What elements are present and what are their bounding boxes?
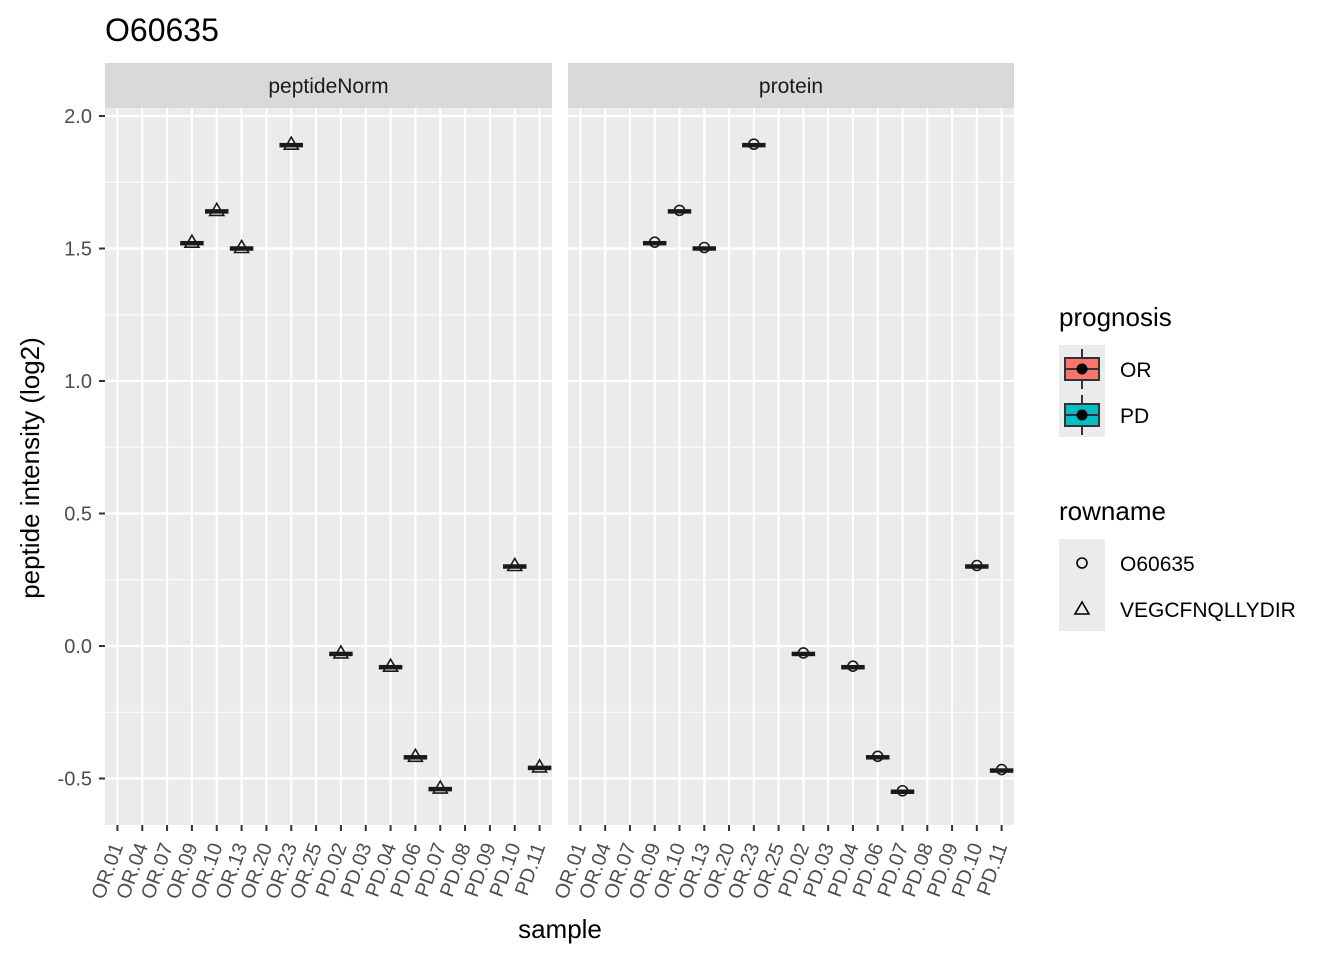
y-tick-label: 0.0 [64,636,92,658]
legend-shape-triangle [1073,600,1091,615]
point-circle-OR.13 [698,241,711,254]
y-tick-label: 1.0 [64,371,92,393]
point-triangle-OR.10 [208,201,226,217]
point-circle-PD.07 [896,784,909,797]
x-axis-title: sample [518,914,602,944]
panel-background [568,108,1014,825]
point-circle-PD.06 [871,750,884,763]
point-circle-PD.11 [995,763,1008,776]
facet-strip [105,63,552,108]
point-triangle-PD.07 [431,779,449,794]
point-circle-PD.02 [797,647,810,659]
point-triangle-PD.10 [506,556,524,572]
panel-protein: OR.01OR.04OR.07OR.09OR.10OR.13OR.20OR.23… [551,63,1014,902]
point-circle-PD.10 [971,559,983,572]
legend-shape-label: VEGCFNQLLYDIR [1120,599,1296,622]
legend-fill-title: prognosis [1059,302,1172,332]
legend-fill-label-PD: PD [1120,405,1149,428]
legend-key-dot [1076,363,1088,375]
point-circle-PD.04 [847,660,859,673]
facet-strip-label: peptideNorm [268,75,388,98]
point-triangle-OR.23 [282,135,300,150]
legend-shape-key-background [1059,539,1105,631]
y-axis-title: peptide intensity (log2) [15,337,45,599]
panels: -0.50.00.51.01.52.0OR.01OR.04OR.07OR.09O… [58,63,1014,902]
legend-key-dot [1076,409,1088,421]
point-circle-OR.23 [748,138,760,150]
legend-shape-circle [1076,557,1088,569]
point-triangle-OR.09 [183,233,201,248]
legend-shape-label: O60635 [1120,553,1195,576]
y-tick-label: -0.5 [58,769,92,791]
y-tick-label: 1.5 [64,239,92,261]
y-tick-label: 2.0 [64,106,92,128]
point-triangle-OR.13 [233,238,250,254]
panel-peptideNorm: OR.01OR.04OR.07OR.09OR.10OR.13OR.20OR.23… [88,63,552,902]
legend-fill-label-OR: OR [1120,359,1152,382]
point-triangle-PD.02 [332,644,350,659]
point-circle-OR.09 [648,236,661,248]
facet-strip [568,63,1014,108]
legend-shape-title: rowname [1059,496,1166,526]
point-triangle-PD.04 [382,657,399,673]
point-circle-OR.10 [673,204,686,217]
facet-strip-label: protein [759,75,823,98]
y-tick-label: 0.5 [64,504,92,526]
panel-background [105,108,552,825]
chart-title: O60635 [105,12,219,48]
point-triangle-PD.11 [531,758,548,773]
point-triangle-PD.06 [407,747,424,763]
legend: prognosis rowname OR PD O60635 VEGCFNQLLYDI… [1059,302,1296,631]
